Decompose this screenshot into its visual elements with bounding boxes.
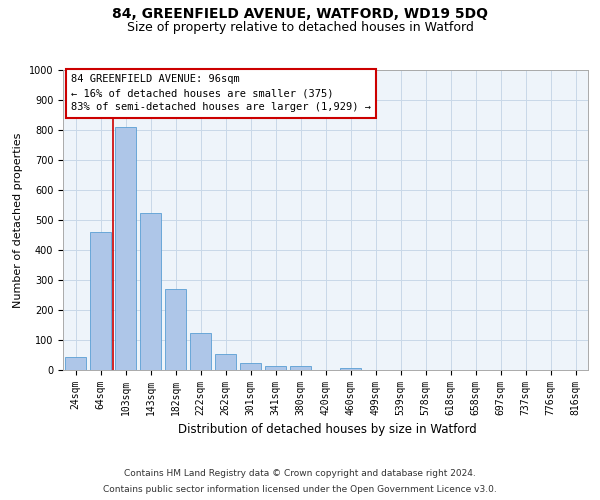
Text: Contains public sector information licensed under the Open Government Licence v3: Contains public sector information licen…: [103, 485, 497, 494]
Bar: [115, 127, 136, 370]
Bar: [190, 332, 211, 370]
Bar: [240, 364, 261, 370]
Text: Distribution of detached houses by size in Watford: Distribution of detached houses by size …: [178, 422, 476, 436]
Text: Size of property relative to detached houses in Watford: Size of property relative to detached ho…: [127, 21, 473, 34]
Text: 84, GREENFIELD AVENUE, WATFORD, WD19 5DQ: 84, GREENFIELD AVENUE, WATFORD, WD19 5DQ: [112, 8, 488, 22]
Bar: [65, 356, 86, 370]
Bar: [340, 368, 361, 370]
Bar: [90, 232, 111, 370]
Bar: [290, 366, 311, 370]
Bar: [140, 212, 161, 370]
Text: Contains HM Land Registry data © Crown copyright and database right 2024.: Contains HM Land Registry data © Crown c…: [124, 469, 476, 478]
Bar: [265, 366, 286, 370]
Text: 84 GREENFIELD AVENUE: 96sqm
← 16% of detached houses are smaller (375)
83% of se: 84 GREENFIELD AVENUE: 96sqm ← 16% of det…: [71, 74, 371, 112]
Y-axis label: Number of detached properties: Number of detached properties: [13, 132, 23, 308]
Bar: [165, 289, 186, 370]
Bar: [215, 354, 236, 370]
